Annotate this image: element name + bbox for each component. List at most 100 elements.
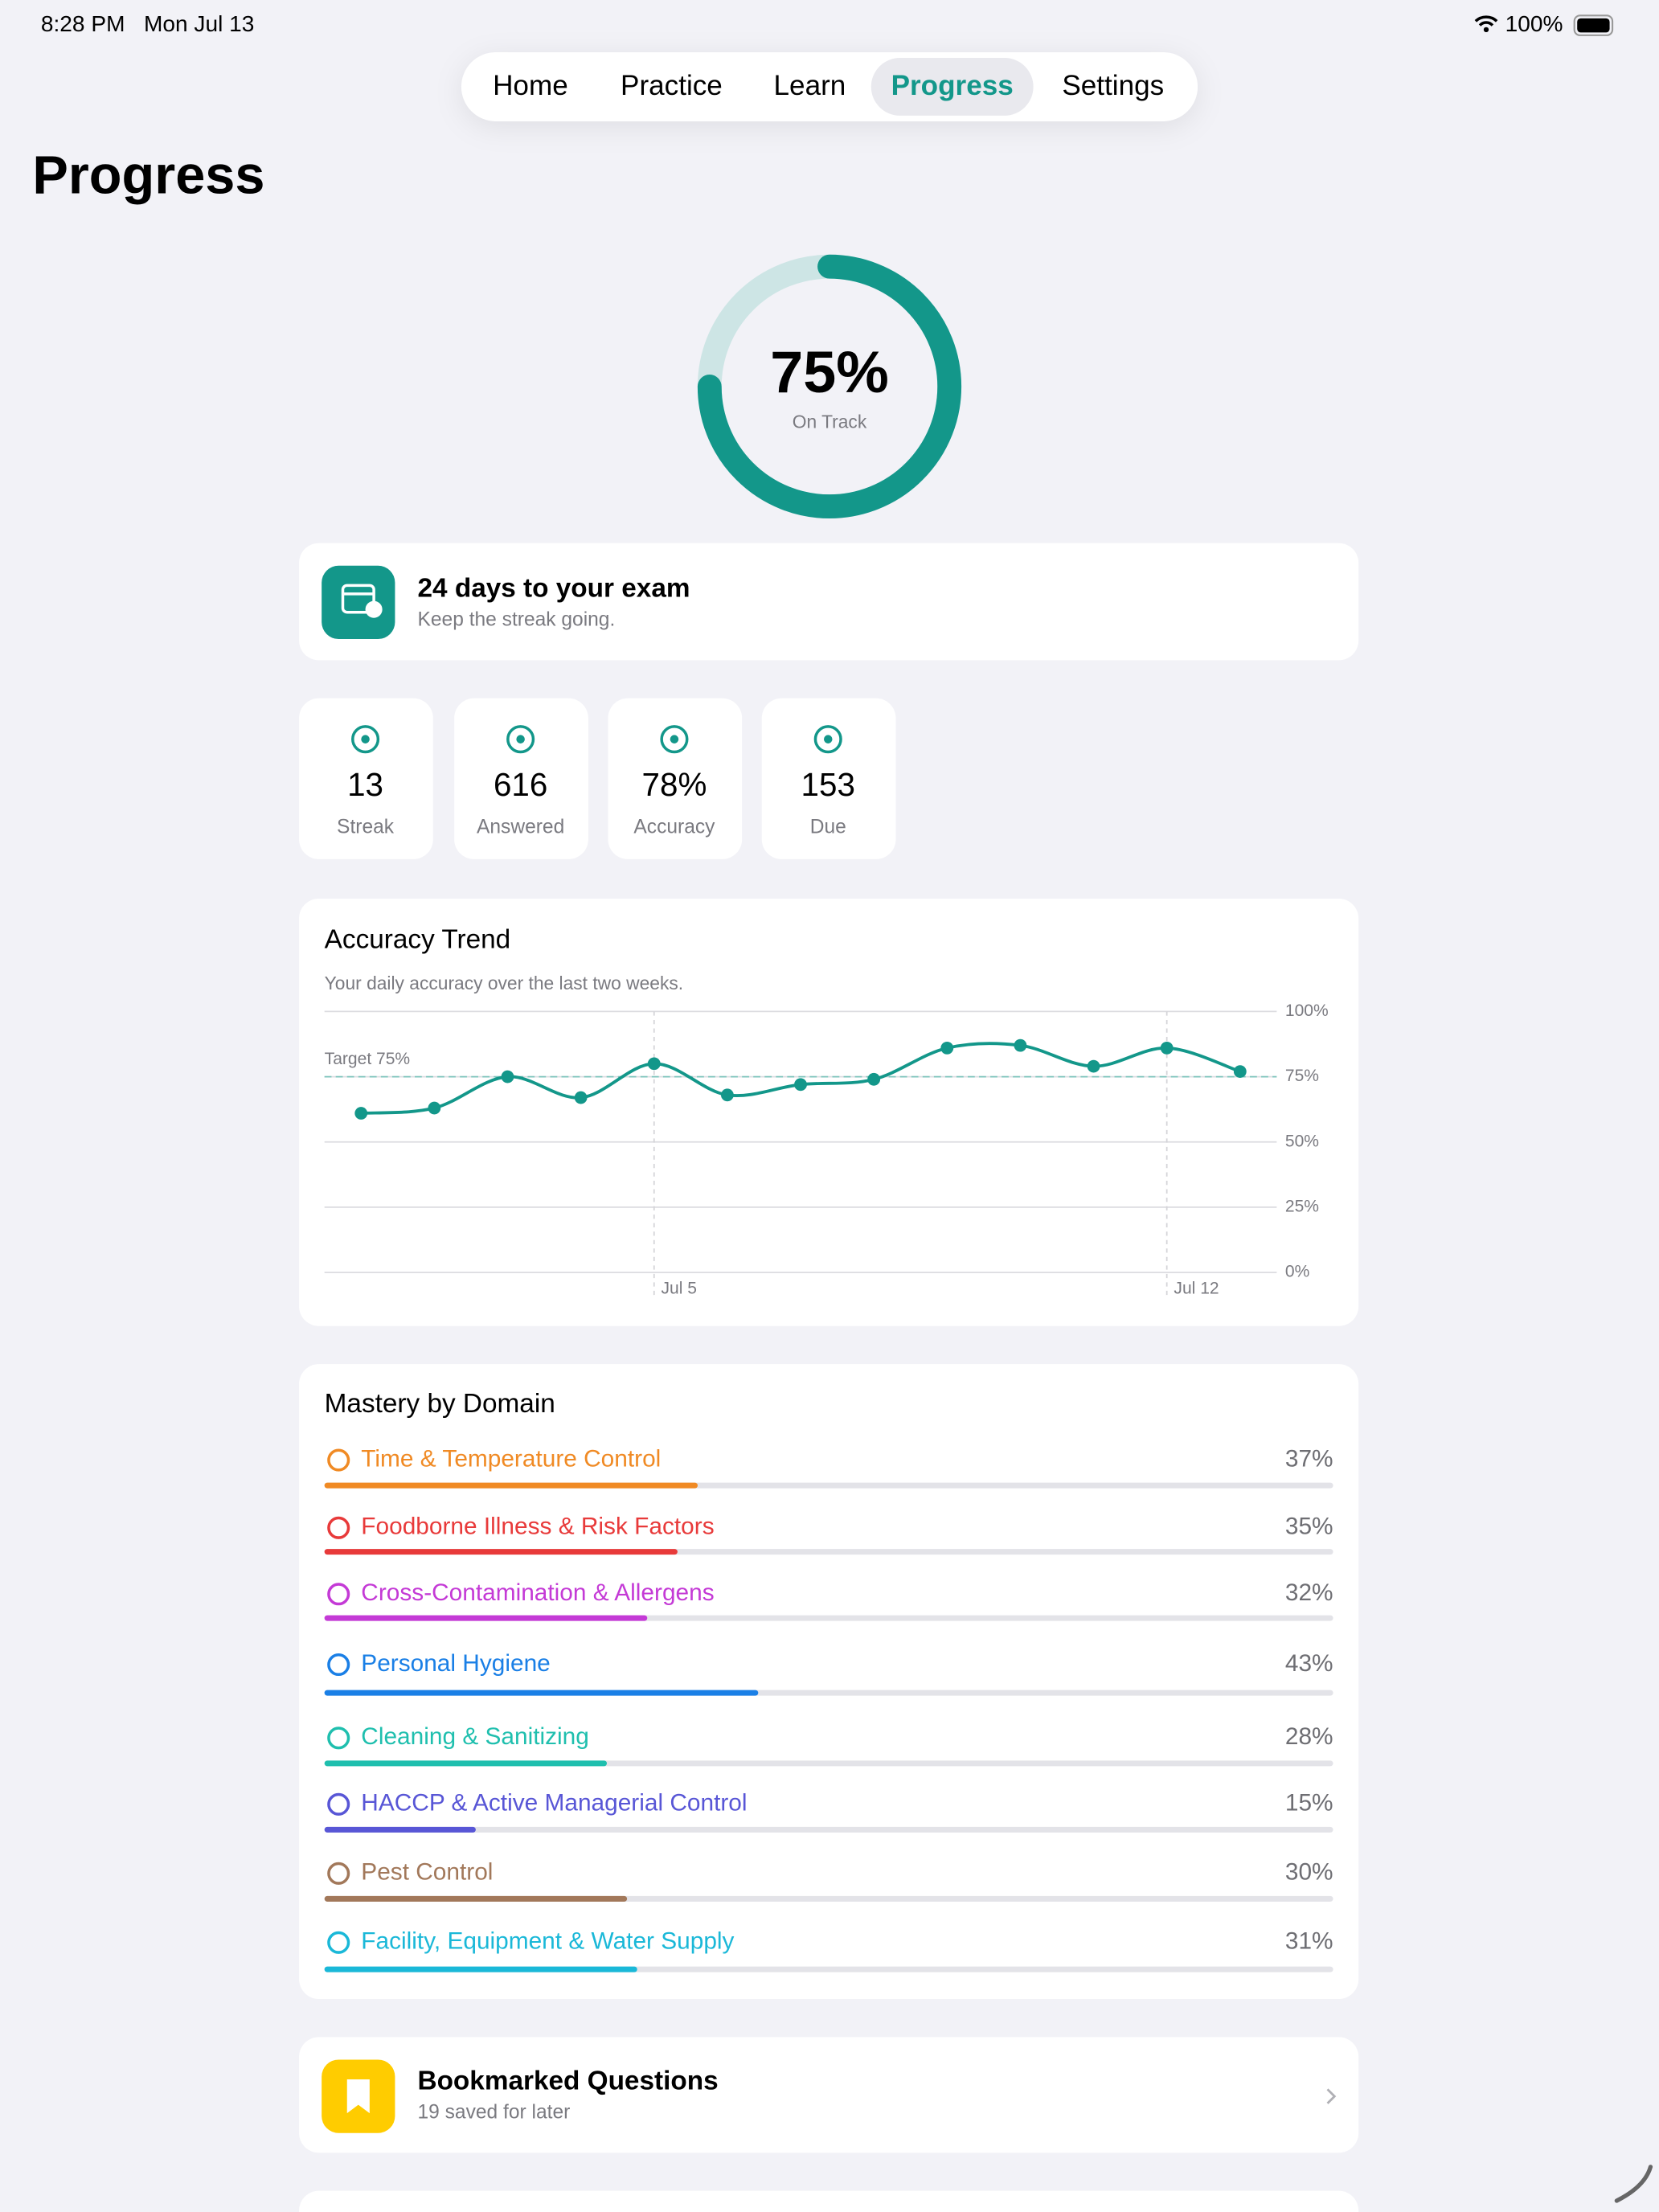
domain-icon — [327, 1792, 350, 1816]
domain-name: Personal Hygiene — [361, 1650, 550, 1677]
tab[interactable]: Progress — [891, 70, 1014, 101]
domain-percent: 43% — [1285, 1650, 1333, 1677]
domain-bar — [324, 1549, 678, 1555]
domain-percent: 28% — [1285, 1723, 1333, 1750]
y-tick-label: 75% — [1285, 1067, 1319, 1085]
trend-point — [647, 1057, 661, 1071]
bookmarks-row[interactable]: Bookmarked Questions 19 saved for later — [299, 2037, 1359, 2153]
mastery-title: Mastery by Domain — [325, 1389, 555, 1419]
stat-icon-dot — [670, 735, 679, 743]
domain-bar — [324, 1826, 476, 1833]
calendar-icon-bg — [322, 565, 395, 640]
domain-percent: 35% — [1285, 1514, 1333, 1540]
bookmark-icon — [346, 2079, 370, 2114]
bookmarks-card[interactable] — [299, 2037, 1359, 2153]
domain-icon — [327, 1653, 350, 1677]
stat-value: 153 — [801, 766, 855, 803]
domain-bar — [324, 1760, 608, 1767]
trend-point — [574, 1091, 588, 1104]
tab[interactable]: Settings — [1062, 70, 1164, 101]
domain-icon — [327, 1448, 350, 1472]
stat-value: 616 — [494, 766, 547, 803]
mastery-card — [299, 1364, 1359, 1999]
stat-value: 78% — [642, 766, 707, 803]
exam-card — [299, 543, 1359, 661]
domain-icon — [327, 1516, 350, 1539]
domain-percent: 15% — [1285, 1790, 1333, 1817]
stat-card — [761, 698, 896, 859]
pencil-indicator — [1614, 2165, 1653, 2203]
tabs: Home Practice Learn Progress Settings — [493, 57, 1164, 116]
stat-label: Answered — [477, 817, 564, 838]
stat-label: Streak — [337, 817, 395, 838]
stat-card — [454, 698, 588, 859]
domain-name: Cross-Contamination & Allergens — [361, 1579, 714, 1606]
stat-label: Accuracy — [633, 817, 715, 838]
trend-point — [940, 1041, 954, 1055]
tab-active-bg — [870, 57, 1034, 116]
x-tick-label: Jul 12 — [1174, 1280, 1219, 1298]
battery-outline — [1573, 14, 1614, 36]
domain-percent: 31% — [1285, 1928, 1333, 1955]
stat-icon — [351, 725, 380, 754]
status-date: Mon Jul 13 — [144, 11, 254, 36]
clock-badge — [365, 600, 383, 618]
readiness-ring — [697, 254, 962, 518]
trend-point — [354, 1107, 368, 1120]
bookmarks-title: Bookmarked Questions — [418, 2066, 719, 2095]
trend-point — [1160, 1041, 1174, 1055]
stats: 13 Streak 616 Answered 78% Accuracy 153 Due — [299, 698, 896, 859]
readiness-caption: On Track — [793, 412, 867, 432]
domain-percent: 30% — [1285, 1859, 1333, 1886]
tab[interactable]: Home — [493, 70, 568, 101]
status-time: 8:28 PM — [41, 11, 125, 36]
domain-icon — [327, 1931, 350, 1954]
target-label: Target 75% — [325, 1050, 410, 1068]
domain-bar — [324, 1615, 648, 1621]
stat-icon-dot — [361, 735, 370, 743]
domain-icon — [327, 1583, 350, 1606]
exam-title: 24 days to your exam — [418, 573, 690, 603]
trend-point — [1014, 1038, 1027, 1052]
stat-label: Due — [810, 817, 846, 838]
stat-icon — [506, 725, 535, 754]
trend-point — [720, 1088, 734, 1102]
trend-point — [794, 1078, 807, 1092]
next-card — [299, 2190, 1359, 2212]
battery-level — [1577, 18, 1610, 33]
stat-icon — [813, 725, 842, 754]
chevron — [1326, 2088, 1337, 2104]
stat-value: 13 — [347, 766, 383, 803]
tab[interactable]: Practice — [621, 70, 723, 101]
trend-point — [428, 1101, 441, 1115]
domain-track — [324, 1826, 1333, 1833]
trend-point — [1233, 1065, 1247, 1078]
domain-name: Time & Temperature Control — [361, 1445, 661, 1472]
domain-name: Cleaning & Sanitizing — [361, 1723, 589, 1750]
trend-point — [501, 1070, 514, 1083]
wifi-dot — [1483, 27, 1489, 33]
trend-chart: 0% 25% 50% 75% 100% Jul 5 Jul 12 Target 75% — [325, 1002, 1329, 1298]
domain-name: Pest Control — [361, 1859, 493, 1886]
trend-point — [1087, 1059, 1100, 1073]
ring-progress — [697, 254, 962, 518]
domain-icon — [327, 1727, 350, 1750]
domain-name: Facility, Equipment & Water Supply — [361, 1928, 734, 1955]
domain-bar — [324, 1482, 698, 1489]
domain-bar — [324, 1690, 759, 1696]
stat-card — [299, 698, 433, 859]
stat-icon-dot — [823, 735, 833, 743]
y-tick-label: 25% — [1285, 1197, 1319, 1215]
readiness-value: 75% — [770, 338, 889, 405]
tab[interactable]: Learn — [774, 70, 846, 101]
stat-icon — [660, 725, 689, 754]
domain-name: Foodborne Illness & Risk Factors — [361, 1514, 714, 1540]
status-battery: 100% — [1505, 11, 1563, 36]
bookmarks-subtitle: 19 saved for later — [418, 2102, 571, 2124]
page-title: Progress — [32, 146, 264, 206]
chart-title: Accuracy Trend — [325, 924, 511, 954]
y-tick-label: 0% — [1285, 1263, 1309, 1281]
domain-name: HACCP & Active Managerial Control — [361, 1790, 747, 1817]
mastery-list: Time & Temperature Control 37% Foodborne I… — [324, 1445, 1333, 1972]
y-tick-label: 100% — [1285, 1002, 1329, 1020]
